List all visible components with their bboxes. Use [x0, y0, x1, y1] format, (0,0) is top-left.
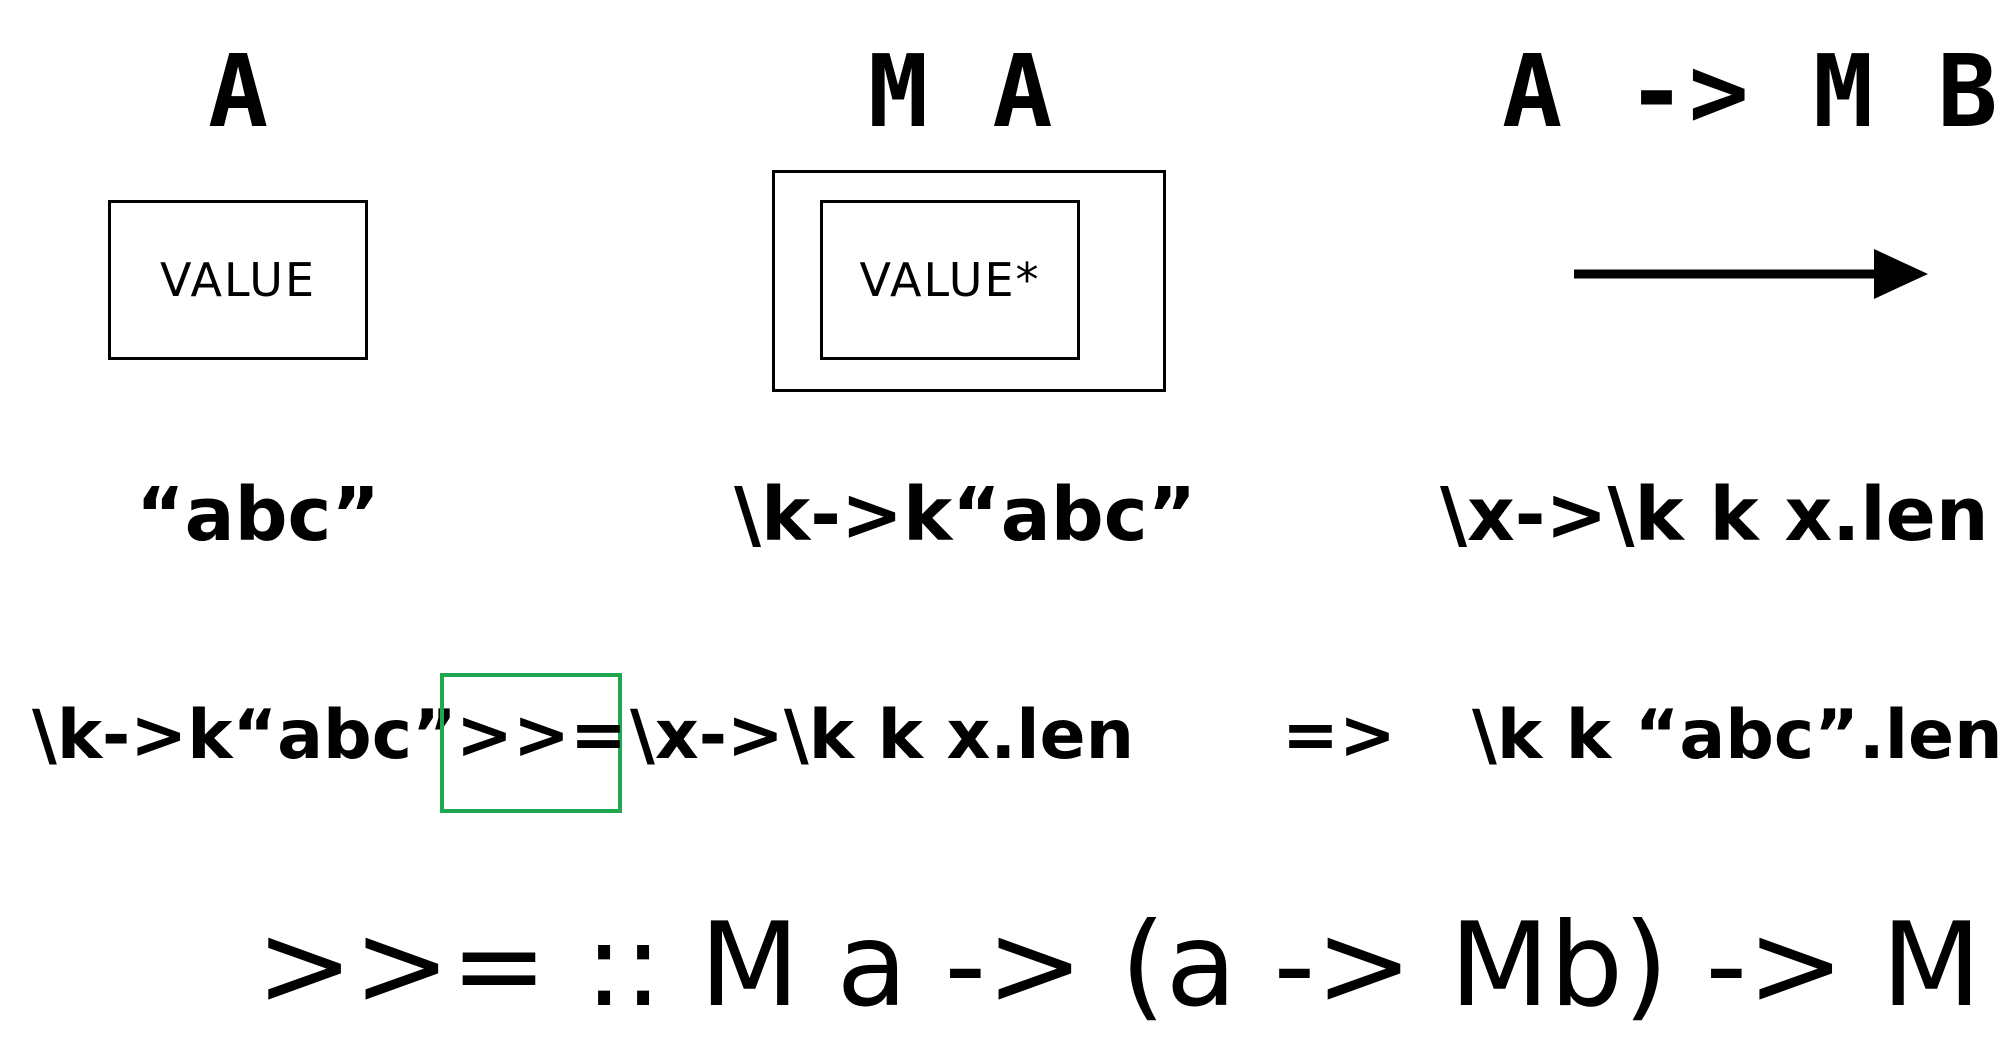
monad-inner-box: VALUE* [820, 200, 1080, 360]
bind-right-operand: \x->\k k x.len [630, 696, 1135, 775]
bind-result: \k k “abc”.len [1472, 696, 2003, 775]
type-ma-label: M A [868, 33, 1055, 150]
function-arrow-icon [1574, 249, 1928, 299]
reduces-to-arrow: => [1282, 696, 1396, 775]
type-a-label: A [208, 33, 271, 150]
value-box-text: VALUE [159, 253, 317, 307]
value-box: VALUE [108, 200, 368, 360]
bind-operator-highlight [440, 673, 622, 813]
bind-type-signature: >>= :: M a -> (a -> Mb) -> M b [256, 898, 2011, 1033]
type-amb-label: A -> M B [1502, 33, 2000, 150]
bind-operator: >>= [456, 696, 627, 775]
example-continuation: \k->k“abc” [734, 472, 1197, 558]
example-string: “abc” [136, 472, 381, 558]
example-function: \x->\k k x.len [1440, 472, 1989, 558]
value-star-box-text: VALUE* [859, 253, 1041, 307]
monad-outer-box: VALUE* [772, 170, 1166, 392]
bind-left-operand: \k->k“abc” [32, 696, 457, 775]
